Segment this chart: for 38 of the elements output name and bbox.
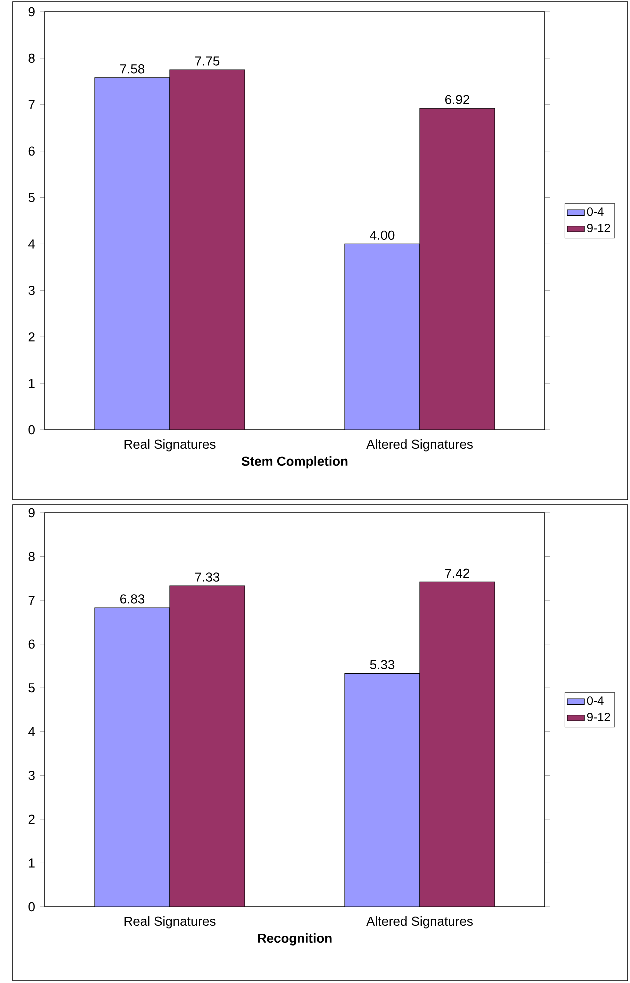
y-tick-label: 8 <box>28 552 35 562</box>
data-label: 4.00 <box>370 230 395 240</box>
y-tick-label: 1 <box>29 379 35 388</box>
data-label: 7.42 <box>446 568 470 578</box>
y-tick-label: 0 <box>28 425 35 435</box>
x-tick-label: Altered Signatures <box>366 440 473 452</box>
y-tick-label: 9 <box>28 508 35 518</box>
y-tick-label: 6 <box>28 640 35 649</box>
x-tick-label: Real Signatures <box>124 916 216 929</box>
y-tick-label: 8 <box>28 54 35 64</box>
y-tick-label: 1 <box>29 858 35 868</box>
data-label: 7.58 <box>120 64 145 74</box>
legend-label: 9-12 <box>587 713 610 722</box>
legend-label: 0-4 <box>587 696 604 706</box>
x-tick-label: Real Signatures <box>124 440 216 452</box>
legend-label: 9-12 <box>587 224 610 232</box>
x-tick-label: Altered Signatures <box>366 916 473 929</box>
y-tick-label: 3 <box>28 286 35 296</box>
y-tick-label: 2 <box>28 332 35 342</box>
x-axis-title: Recognition <box>258 934 332 946</box>
y-tick-label: 7 <box>28 596 35 606</box>
y-tick-label: 5 <box>28 684 35 693</box>
data-label: 7.33 <box>196 572 220 582</box>
x-axis-title: Stem Completion <box>242 456 348 469</box>
legend-label: 0-4 <box>587 208 604 216</box>
data-label: 7.75 <box>196 56 220 66</box>
y-tick-label: 3 <box>28 771 35 780</box>
y-tick-label: 4 <box>28 240 36 249</box>
y-tick-label: 9 <box>28 7 35 17</box>
data-label: 5.33 <box>370 660 395 670</box>
data-label: 6.83 <box>120 594 145 604</box>
y-tick-label: 5 <box>28 193 35 202</box>
y-tick-label: 0 <box>28 902 35 912</box>
y-tick-label: 2 <box>28 814 35 824</box>
data-label: 6.92 <box>446 95 470 104</box>
y-tick-label: 4 <box>28 727 36 736</box>
y-tick-label: 7 <box>28 100 35 110</box>
y-tick-label: 6 <box>28 146 35 156</box>
